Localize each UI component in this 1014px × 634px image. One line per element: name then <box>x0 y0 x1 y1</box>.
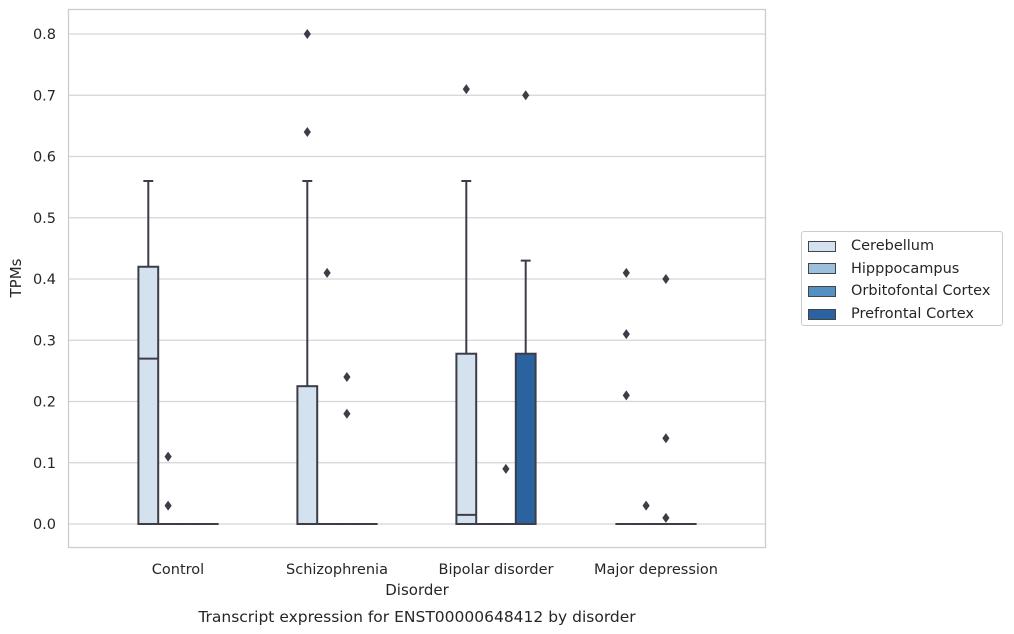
legend-label-cerebellum: Cerebellum <box>851 238 935 255</box>
legend-item-prefrontal-cortex: Prefrontal Cortex <box>808 303 1002 326</box>
legend-item-hippocampus: Hipppocampus <box>808 258 1002 281</box>
plot-frame <box>67 8 767 549</box>
y-tick-labels: 0.0 0.1 0.2 0.3 0.4 0.5 0.6 0.7 0.8 <box>33 27 56 533</box>
outlier-point <box>303 127 311 137</box>
outlier-point <box>622 390 630 401</box>
y-tick-label: 0.5 <box>33 211 56 227</box>
outlier-point <box>343 372 351 382</box>
y-tick-label: 0.2 <box>33 395 56 411</box>
boxes <box>137 180 697 526</box>
box-cerebellum <box>137 180 160 525</box>
y-tick-label: 0.6 <box>33 150 56 166</box>
legend: Cerebellum Hipppocampus Orbitofontal Cor… <box>801 231 1003 326</box>
y-tick-label: 0.4 <box>33 272 56 288</box>
outlier-point <box>502 463 510 474</box>
y-tick-label: 0.0 <box>33 517 56 533</box>
outlier-point <box>622 267 630 278</box>
x-tick-label: Schizophrenia <box>286 562 388 578</box>
y-tick-label: 0.7 <box>33 88 56 104</box>
outlier-point <box>164 500 172 511</box>
legend-swatch-cerebellum <box>808 240 836 252</box>
outlier-point <box>323 267 331 278</box>
legend-item-orbitofrontal-cortex: Orbitofontal Cortex <box>808 280 1002 303</box>
box-iqr <box>296 385 319 525</box>
x-axis-label: Disorder <box>385 581 449 599</box>
legend-label-orbitofrontal-cortex: Orbitofontal Cortex <box>851 283 991 300</box>
box-iqr <box>137 265 160 525</box>
box-prefrontal-cortex <box>514 259 537 525</box>
outlier-point <box>622 329 630 340</box>
legend-swatch-hippocampus <box>808 263 836 275</box>
box-cerebellum <box>455 180 478 525</box>
outlier-point <box>462 84 470 95</box>
outlier-point <box>164 451 172 462</box>
legend-swatch-orbitofrontal-cortex <box>808 285 836 297</box>
box-cerebellum <box>296 180 319 525</box>
x-tick-label: Bipolar disorder <box>439 562 554 578</box>
legend-label-prefrontal-cortex: Prefrontal Cortex <box>851 306 974 323</box>
x-tick-label: Control <box>152 562 204 578</box>
chart-caption: Transcript expression for ENST0000064841… <box>197 608 636 626</box>
outlier-point <box>662 274 670 284</box>
box-iqr <box>455 352 478 525</box>
outlier-point <box>662 433 670 444</box>
x-tick-label: Major depression <box>594 562 718 578</box>
legend-swatch-prefrontal-cortex <box>808 308 836 320</box>
outlier-point <box>343 408 351 419</box>
y-tick-label: 0.1 <box>33 456 56 472</box>
legend-label-hippocampus: Hipppocampus <box>851 260 960 277</box>
outlier-point <box>662 512 670 523</box>
outlier-point <box>303 29 311 39</box>
x-tick-labels: Control Schizophrenia Bipolar disorder Majo… <box>152 562 718 578</box>
y-tick-label: 0.8 <box>33 27 56 43</box>
gridlines <box>68 33 766 525</box>
y-axis-label: TPMs <box>7 258 25 298</box>
y-tick-label: 0.3 <box>33 333 56 349</box>
outlier-point <box>642 500 650 511</box>
legend-item-cerebellum: Cerebellum <box>808 235 1002 258</box>
box-iqr <box>514 352 537 525</box>
outlier-point <box>522 90 530 101</box>
outliers <box>164 29 670 523</box>
